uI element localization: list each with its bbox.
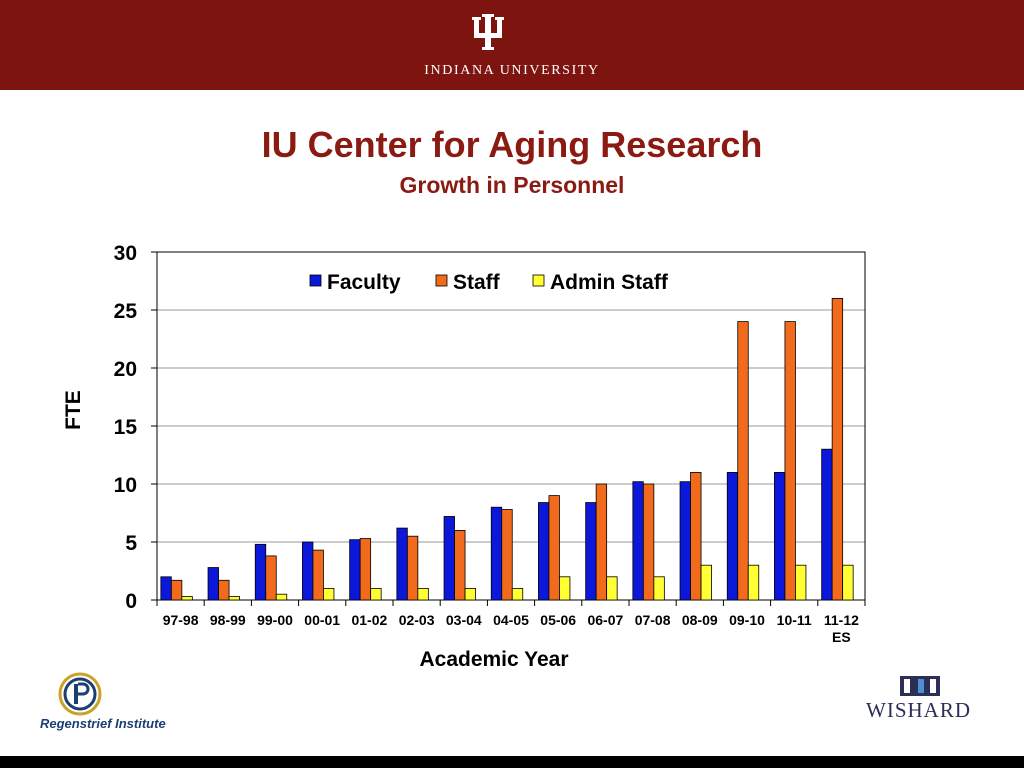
bar bbox=[831, 297, 844, 601]
bar bbox=[747, 564, 760, 601]
bar bbox=[417, 588, 429, 601]
regenstrief-logo-text: Regenstrief Institute bbox=[40, 716, 166, 731]
x-tick-label: 07-08 bbox=[635, 612, 671, 628]
bar bbox=[454, 530, 466, 601]
legend-swatch bbox=[309, 274, 322, 287]
bar bbox=[690, 471, 702, 601]
x-tick-label: 97-98 bbox=[163, 612, 199, 628]
y-tick-label: 0 bbox=[125, 590, 137, 613]
regenstrief-logo-icon bbox=[58, 672, 102, 716]
bottom-bar bbox=[0, 756, 1024, 768]
bar bbox=[218, 579, 230, 601]
x-tick-label: 99-00 bbox=[257, 612, 293, 628]
legend-swatch bbox=[532, 274, 545, 287]
bar bbox=[490, 506, 503, 601]
bar bbox=[585, 502, 597, 601]
bar bbox=[842, 564, 854, 601]
bar bbox=[774, 471, 786, 601]
x-tick-label: 08-09 bbox=[682, 612, 718, 628]
bar bbox=[795, 564, 807, 601]
x-tick-label: 11-12 ES bbox=[824, 612, 859, 645]
legend-label: Admin Staff bbox=[550, 271, 669, 294]
legend-label: Staff bbox=[453, 271, 501, 294]
iu-trident-logo-icon bbox=[472, 14, 504, 50]
bar bbox=[207, 567, 219, 601]
header-banner: INDIANA UNIVERSITY bbox=[0, 0, 1024, 90]
bar bbox=[275, 593, 288, 601]
x-axis-label: Academic Year bbox=[419, 648, 568, 671]
x-tick-label: 03-04 bbox=[446, 612, 482, 628]
legend-swatch bbox=[435, 274, 448, 287]
bar bbox=[265, 555, 277, 601]
institution-name: INDIANA UNIVERSITY bbox=[424, 63, 600, 78]
bar bbox=[228, 596, 240, 601]
bar bbox=[349, 539, 361, 601]
y-tick-label: 10 bbox=[114, 474, 137, 497]
bar bbox=[548, 495, 560, 601]
y-tick-label: 5 bbox=[125, 532, 137, 555]
bar bbox=[181, 596, 193, 601]
bar bbox=[359, 538, 372, 601]
bar bbox=[737, 321, 749, 601]
x-tick-label: 05-06 bbox=[540, 612, 576, 628]
bar bbox=[160, 576, 172, 601]
bar bbox=[370, 588, 382, 601]
bar bbox=[396, 527, 408, 601]
bar bbox=[726, 471, 739, 601]
x-tick-label: 06-07 bbox=[587, 612, 623, 628]
bar bbox=[464, 588, 476, 601]
slide-title: IU Center for Aging Research bbox=[261, 124, 763, 165]
bar bbox=[595, 483, 608, 601]
bar bbox=[323, 588, 335, 601]
y-tick-label: 15 bbox=[114, 416, 138, 439]
bar bbox=[406, 535, 419, 601]
y-tick-label: 25 bbox=[114, 300, 138, 323]
x-tick-label: 09-10 bbox=[729, 612, 765, 628]
wishard-logo-text: WISHARD bbox=[866, 698, 971, 722]
bar bbox=[700, 564, 712, 601]
bar bbox=[170, 579, 183, 601]
bar bbox=[254, 543, 267, 601]
wishard-logo-icon bbox=[900, 676, 940, 696]
x-tick-label: 10-11 bbox=[777, 612, 812, 628]
x-tick-label: 00-01 bbox=[304, 612, 340, 628]
bar bbox=[538, 502, 550, 601]
y-axis-label: FTE bbox=[62, 390, 85, 430]
x-tick-label: 02-03 bbox=[399, 612, 435, 628]
y-tick-label: 30 bbox=[114, 242, 137, 265]
bar bbox=[784, 321, 796, 601]
bar bbox=[642, 483, 655, 601]
bar bbox=[443, 516, 455, 601]
legend-label: Faculty bbox=[327, 271, 401, 294]
bar bbox=[679, 481, 691, 601]
bar bbox=[511, 588, 524, 601]
x-tick-label: 01-02 bbox=[351, 612, 387, 628]
x-tick-label: 04-05 bbox=[493, 612, 529, 628]
bar bbox=[606, 576, 618, 601]
slide-subtitle: Growth in Personnel bbox=[399, 172, 625, 198]
bar bbox=[821, 448, 833, 601]
x-tick-label: 98-99 bbox=[210, 612, 246, 628]
bar bbox=[302, 541, 314, 601]
y-tick-label: 20 bbox=[114, 358, 137, 381]
bar bbox=[632, 481, 644, 601]
bar bbox=[312, 549, 324, 601]
bar bbox=[501, 509, 513, 601]
bar bbox=[653, 576, 665, 601]
bar bbox=[559, 576, 571, 601]
